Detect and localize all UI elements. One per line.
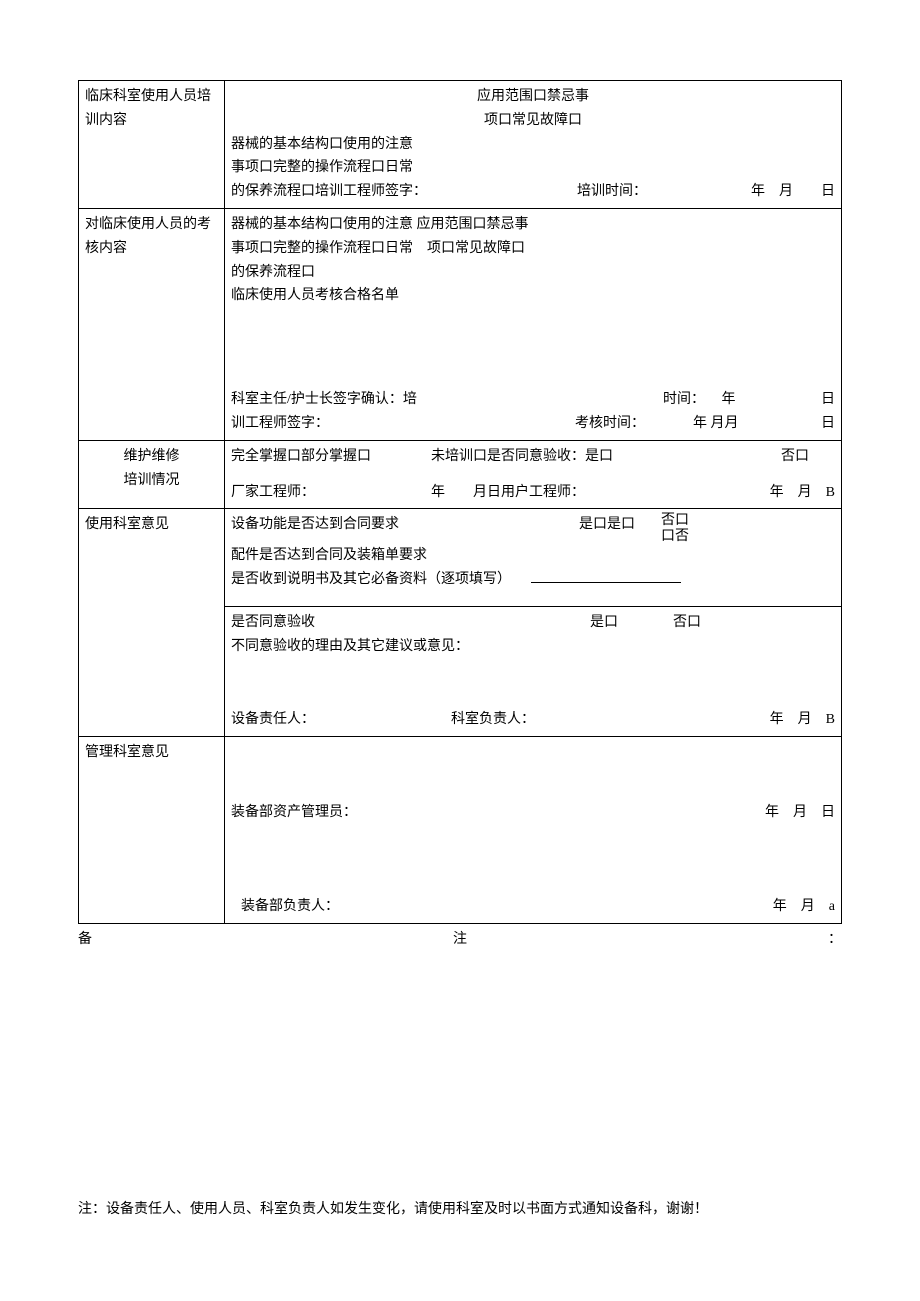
dept-q4-no: 否口 — [673, 611, 701, 635]
maint-l2-left: 厂家工程师： — [231, 481, 431, 505]
exam-time-label: 时间： — [635, 388, 705, 412]
exam-line1: 器械的基本结构口使用的注意 应用范围口禁忌事 — [231, 213, 835, 237]
maint-line2: 厂家工程师： 年 月日用户工程师： 年 月 B — [231, 481, 835, 505]
row-maintenance: 维护维修 培训情况 完全掌握口部分掌握口 未培训口是否同意验收：是口 否口 厂家… — [79, 440, 842, 509]
dept-q2: 配件是否达到合同及装箱单要求 — [231, 544, 835, 568]
cell-dept-opinion: 设备功能是否达到合同要求 是口是口 否口口否 配件是否达到合同及装箱单要求 是否… — [225, 509, 842, 737]
footer-right: ： — [828, 928, 842, 948]
training-left-2: 事项口完整的操作流程口日常 — [231, 156, 835, 180]
exam-date-d1: 日 — [821, 388, 835, 412]
mgmt-sig2-row: 装备部负责人： 年 月 a — [231, 895, 835, 919]
label-exam-content: 对临床使用人员的考核内容 — [79, 208, 225, 440]
mgmt-sig2-right: 年 月 a — [773, 895, 835, 919]
footnote: 注：设备责任人、使用人员、科室负责人如发生变化，请使用科室及时以书面方式通知设备… — [78, 1198, 842, 1218]
exam-sig-row1: 科室主任/护士长签字确认：培 时间： 年 日 — [231, 388, 835, 412]
row-exam-content: 对临床使用人员的考核内容 器械的基本结构口使用的注意 应用范围口禁忌事 事项口完… — [79, 208, 842, 440]
mgmt-sig2-left: 装备部负责人： — [241, 895, 339, 919]
mgmt-sig1-left: 装备部资产管理员： — [231, 801, 357, 825]
dept-q3-underline — [531, 568, 681, 583]
row-dept-opinion: 使用科室意见 设备功能是否达到合同要求 是口是口 否口口否 配件是否达到合同及装… — [79, 509, 842, 737]
maint-l1-mid: 未培训口是否同意验收：是口 — [431, 445, 613, 469]
dept-q4: 是否同意验收 — [231, 611, 315, 635]
row-training-content: 临床科室使用人员培训内容 应用范围口禁忌事 项口常见故障口 器械的基本结构口使用… — [79, 81, 842, 209]
dept-sig-left: 设备责任人： — [231, 708, 451, 732]
form-table: 临床科室使用人员培训内容 应用范围口禁忌事 项口常见故障口 器械的基本结构口使用… — [78, 80, 842, 924]
maint-l2-right: 年 月 B — [770, 481, 835, 505]
exam-line3: 的保养流程口 — [231, 261, 835, 285]
exam-line4: 临床使用人员考核合格名单 — [231, 284, 835, 308]
label-maintenance-2: 培训情况 — [85, 469, 218, 493]
footer-mid: 注 — [453, 928, 467, 948]
label-mgmt-opinion: 管理科室意见 — [79, 737, 225, 924]
dept-q1-no: 否口口否 — [655, 513, 695, 544]
training-top-1: 应用范围口禁忌事 — [231, 85, 835, 109]
dept-q1: 设备功能是否达到合同要求 — [231, 513, 399, 537]
dept-q4-row: 是否同意验收 是口 否口 — [225, 606, 841, 635]
training-left-1: 器械的基本结构口使用的注意 — [231, 133, 835, 157]
dept-q4-yes: 是口 — [590, 611, 618, 635]
label-maintenance: 维护维修 培训情况 — [79, 440, 225, 509]
training-left-3-row: 的保养流程口培训工程师签字： 培训时间： 年 月 日 — [231, 180, 835, 204]
dept-sig-row: 设备责任人： 科室负责人： 年 月 B — [231, 708, 835, 732]
dept-q1-yes: 是口是口 — [579, 513, 635, 537]
cell-mgmt-opinion: 装备部资产管理员： 年 月 日 装备部负责人： 年 月 a — [225, 737, 842, 924]
maint-line1: 完全掌握口部分掌握口 未培训口是否同意验收：是口 否口 — [231, 445, 835, 469]
maint-l1-right: 否口 — [755, 445, 835, 469]
maint-l2-mid: 年 月日用户工程师： — [431, 481, 585, 505]
training-date: 年 月 日 — [751, 180, 835, 204]
dept-sig-mid: 科室负责人： — [451, 708, 535, 732]
training-time-label: 培训时间： — [577, 180, 647, 204]
footer-row: 备 注 ： — [78, 928, 842, 948]
dept-q5: 不同意验收的理由及其它建议或意见： — [231, 635, 835, 659]
footer-left: 备 — [78, 928, 92, 948]
mgmt-sig1-row: 装备部资产管理员： 年 月 日 — [231, 801, 835, 825]
training-top-2: 项口常见故障口 — [231, 109, 835, 133]
mgmt-sig1-right: 年 月 日 — [765, 801, 835, 825]
exam-sig-row2: 训工程师签字： 考核时间： 年 月月 日 — [231, 412, 835, 436]
cell-training-content: 应用范围口禁忌事 项口常见故障口 器械的基本结构口使用的注意 事项口完整的操作流… — [225, 81, 842, 209]
exam-date-ym: 年 月月 — [649, 412, 739, 436]
dept-sig-right: 年 月 B — [770, 708, 835, 732]
training-left-3: 的保养流程口培训工程师签字： — [231, 180, 427, 204]
maint-l1-left: 完全掌握口部分掌握口 — [231, 445, 431, 469]
exam-line2: 事项口完整的操作流程口日常 项口常见故障口 — [231, 237, 835, 261]
cell-maintenance: 完全掌握口部分掌握口 未培训口是否同意验收：是口 否口 厂家工程师： 年 月日用… — [225, 440, 842, 509]
row-mgmt-opinion: 管理科室意见 装备部资产管理员： 年 月 日 装备部负责人： 年 月 a — [79, 737, 842, 924]
exam-date-y1: 年 — [709, 388, 749, 412]
exam-exam-time-label: 考核时间： — [575, 416, 645, 431]
label-dept-opinion: 使用科室意见 — [79, 509, 225, 737]
label-training-content: 临床科室使用人员培训内容 — [79, 81, 225, 209]
dept-q1-row: 设备功能是否达到合同要求 是口是口 否口口否 — [231, 513, 835, 544]
label-maintenance-1: 维护维修 — [85, 445, 218, 469]
page: 临床科室使用人员培训内容 应用范围口禁忌事 项口常见故障口 器械的基本结构口使用… — [0, 0, 920, 1258]
dept-q3: 是否收到说明书及其它必备资料（逐项填写） — [231, 568, 511, 592]
cell-exam-content: 器械的基本结构口使用的注意 应用范围口禁忌事 事项口完整的操作流程口日常 项口常… — [225, 208, 842, 440]
exam-sig2: 训工程师签字： — [231, 412, 329, 436]
dept-q3-row: 是否收到说明书及其它必备资料（逐项填写） — [231, 568, 835, 592]
exam-date-d2: 日 — [821, 412, 835, 436]
exam-sig1: 科室主任/护士长签字确认：培 — [231, 388, 417, 412]
